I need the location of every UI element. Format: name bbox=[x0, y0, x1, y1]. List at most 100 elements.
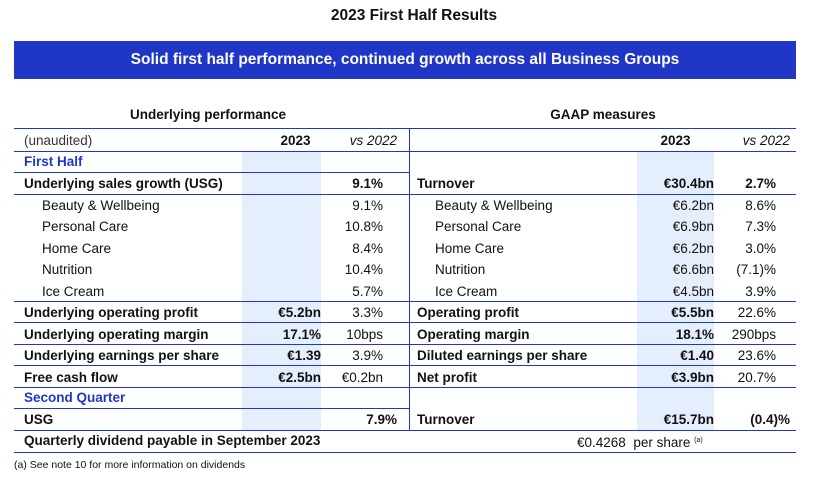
left-vs-header: vs 2022 bbox=[349, 133, 397, 148]
q2-row: USG 7.9% Turnover €15.7bn (0.4)% bbox=[14, 409, 796, 430]
right-row-label: Home Care bbox=[435, 240, 505, 256]
right-row-label: Net profit bbox=[417, 369, 477, 385]
right-row-label: Diluted earnings per share bbox=[417, 348, 588, 363]
left-row-value bbox=[242, 173, 321, 194]
left-row-vs: 3.9% bbox=[352, 348, 383, 363]
page-title: 2023 First Half Results bbox=[330, 7, 498, 24]
rule-after-op bbox=[14, 322, 796, 323]
left-row-label: Ice Cream bbox=[42, 283, 105, 299]
left-row-value: €5.2bn bbox=[278, 305, 321, 320]
left-row-label: Underlying operating margin bbox=[24, 326, 209, 342]
right-row-value: 18.1% bbox=[675, 326, 714, 342]
right-row-vs: 8.6% bbox=[745, 197, 776, 213]
left-row-vs: 9.1% bbox=[352, 197, 383, 213]
underlying-performance-title: Underlying performance bbox=[129, 107, 287, 122]
left-row-vs: 3.3% bbox=[352, 305, 383, 320]
left-row-label: Beauty & Wellbeing bbox=[42, 197, 160, 213]
right-row-vs: 290bps bbox=[731, 326, 776, 342]
dividend-amount: €0.4268 per share (a) bbox=[577, 430, 703, 451]
left-row-label: Free cash flow bbox=[24, 369, 118, 385]
rule-before-op bbox=[14, 301, 796, 302]
dividend-note-mark: (a) bbox=[694, 437, 703, 444]
right-row-label: Turnover bbox=[417, 176, 475, 191]
right-row-label: Operating profit bbox=[417, 305, 519, 320]
right-row-value: €4.5bn bbox=[672, 283, 714, 299]
right-row-value: €6.2bn bbox=[672, 197, 714, 213]
right-row-label: Personal Care bbox=[435, 219, 522, 234]
rule-after-eps bbox=[14, 365, 796, 366]
rule-first-half bbox=[14, 172, 410, 173]
section-divider bbox=[409, 128, 410, 430]
rule-second-quarter bbox=[14, 408, 410, 409]
second-quarter-label: Second Quarter bbox=[24, 390, 126, 405]
left-row-label: Nutrition bbox=[42, 262, 93, 277]
left-row-value bbox=[242, 259, 321, 280]
q2-usg-label: USG bbox=[24, 412, 54, 427]
right-row-value: €6.2bn bbox=[672, 240, 714, 256]
right-row-vs: 3.9% bbox=[745, 283, 776, 299]
left-row-label: Underlying sales growth (USG) bbox=[24, 176, 223, 191]
q2-turnover-value: €15.7bn bbox=[663, 412, 714, 427]
right-row-value: €1.40 bbox=[680, 348, 714, 363]
left-row-vs: 10.8% bbox=[344, 219, 383, 234]
left-row-value bbox=[242, 216, 321, 237]
left-row-label: Personal Care bbox=[42, 219, 129, 234]
headline-banner: Solid first half performance, continued … bbox=[14, 41, 796, 79]
right-row-value: €6.6bn bbox=[672, 262, 714, 277]
right-year-header: 2023 bbox=[660, 133, 691, 148]
left-row-label: Home Care bbox=[42, 240, 112, 256]
right-row-vs: (7.1)% bbox=[736, 262, 776, 277]
right-row-label: Beauty & Wellbeing bbox=[435, 197, 553, 213]
right-row-label: Ice Cream bbox=[435, 283, 498, 299]
rule-after-usg bbox=[14, 194, 796, 195]
rule-after-margin bbox=[14, 344, 796, 345]
dividend-unit: per share bbox=[633, 435, 691, 450]
rule-bottom bbox=[14, 452, 796, 453]
left-row-vs: 10bps bbox=[346, 326, 383, 342]
dividend-label: Quarterly dividend payable in September … bbox=[24, 433, 321, 448]
left-row-value bbox=[242, 281, 321, 302]
right-row-value: €3.9bn bbox=[671, 369, 714, 385]
left-row-vs: €0.2bn bbox=[341, 369, 383, 385]
q2-turnover-vs: (0.4)% bbox=[750, 412, 790, 427]
left-row-value bbox=[242, 195, 321, 216]
rule-after-q2 bbox=[14, 430, 796, 431]
first-half-label: First Half bbox=[24, 154, 83, 169]
right-row-vs: 3.0% bbox=[745, 240, 776, 256]
left-row-value: €2.5bn bbox=[278, 369, 321, 385]
left-row-value bbox=[242, 238, 321, 259]
right-2023-column-band bbox=[637, 152, 714, 431]
rule-header bbox=[14, 151, 796, 152]
right-row-value: €30.4bn bbox=[663, 176, 714, 191]
left-row-label: Underlying earnings per share bbox=[24, 348, 220, 363]
right-row-value: €6.9bn bbox=[672, 219, 714, 234]
left-row-value: €1.39 bbox=[287, 348, 321, 363]
left-row-vs: 10.4% bbox=[344, 262, 383, 277]
right-row-vs: 20.7% bbox=[737, 369, 776, 385]
dividend-row: Quarterly dividend payable in September … bbox=[14, 430, 796, 451]
left-row-label: Underlying operating profit bbox=[24, 305, 198, 320]
right-row-value: €5.5bn bbox=[671, 305, 714, 320]
left-row-vs: 5.7% bbox=[352, 283, 383, 299]
rule-top bbox=[14, 128, 796, 129]
right-row-vs: 2.7% bbox=[745, 176, 776, 191]
unaudited-label: (unaudited) bbox=[24, 133, 93, 148]
right-row-label: Nutrition bbox=[435, 262, 486, 277]
footnote: (a) See note 10 for more information on … bbox=[14, 459, 246, 471]
left-row-vs: 8.4% bbox=[352, 240, 383, 256]
q2-turnover-label: Turnover bbox=[417, 412, 475, 427]
left-year-header: 2023 bbox=[280, 133, 311, 148]
rule-after-fcf bbox=[14, 387, 796, 388]
header-row: (unaudited) 2023 vs 2022 2023 vs 2022 bbox=[14, 130, 796, 151]
left-row-value: 17.1% bbox=[282, 326, 321, 342]
right-row-vs: 7.3% bbox=[745, 219, 776, 234]
dividend-value: €0.4268 bbox=[577, 435, 626, 450]
left-row-vs: 9.1% bbox=[352, 176, 383, 191]
left-2023-column-band bbox=[242, 152, 321, 431]
gaap-measures-title: GAAP measures bbox=[550, 107, 656, 122]
right-vs-header: vs 2022 bbox=[742, 133, 790, 148]
right-row-vs: 22.6% bbox=[737, 305, 776, 320]
right-row-vs: 23.6% bbox=[737, 348, 776, 363]
q2-usg-vs: 7.9% bbox=[366, 412, 397, 427]
right-row-label: Operating margin bbox=[417, 326, 530, 342]
